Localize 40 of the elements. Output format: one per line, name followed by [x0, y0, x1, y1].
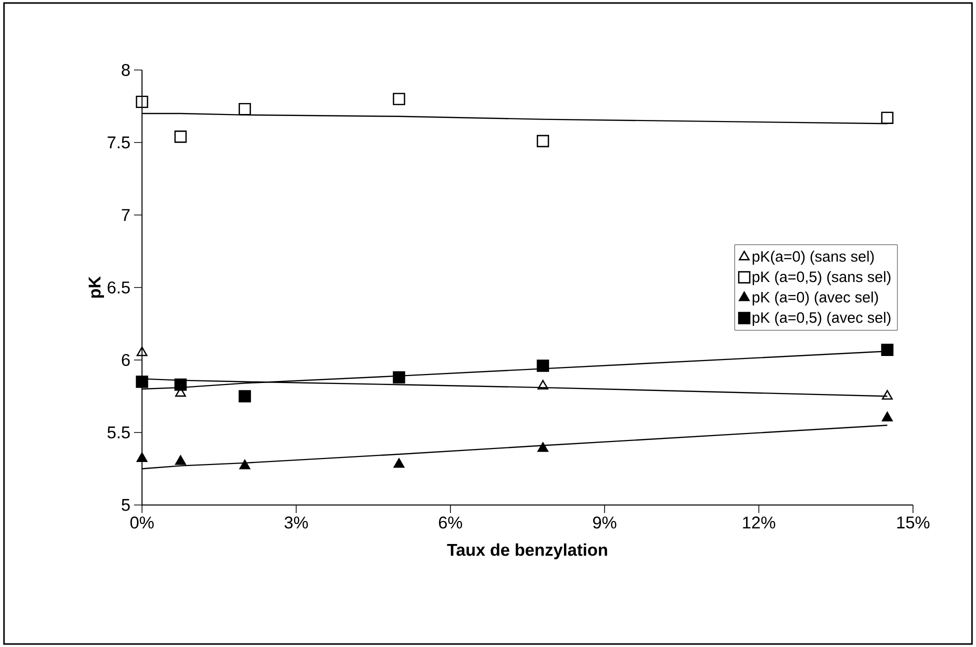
- x-axis-title: Taux de benzylation: [447, 543, 608, 560]
- point: [136, 376, 148, 388]
- point: [175, 455, 186, 465]
- legend-label: pK (a=0,5) (avec sel): [752, 312, 890, 326]
- point: [174, 130, 187, 143]
- point: [538, 442, 548, 452]
- point: [394, 458, 404, 468]
- y-tick-label: 5: [122, 499, 130, 511]
- point: [238, 102, 251, 116]
- x-tick-label: 0%: [130, 516, 154, 529]
- y-tick-label: 8: [122, 64, 130, 76]
- legend-label: pK (a=0) (avec sel): [752, 291, 878, 306]
- y-tick-label: 5.5: [108, 426, 130, 438]
- point: [882, 390, 893, 400]
- point: [136, 452, 148, 462]
- point: [392, 92, 406, 106]
- y-tick-label: 7: [122, 209, 130, 221]
- point: [174, 378, 187, 391]
- point: [882, 412, 893, 422]
- point: [136, 346, 148, 356]
- point: [238, 390, 251, 402]
- point: [239, 460, 250, 470]
- point: [536, 134, 550, 148]
- point: [881, 112, 894, 124]
- x-tick-label: 3%: [284, 516, 308, 529]
- x-tick-label: 6%: [438, 516, 462, 529]
- x-tick-label: 9%: [593, 516, 616, 529]
- point: [538, 380, 548, 390]
- point: [136, 96, 148, 108]
- y-tick-label: 6.5: [108, 281, 130, 294]
- y-axis-title: pK: [88, 276, 104, 298]
- point: [536, 360, 550, 372]
- legend-label: pK (a=0,5) (sans sel): [752, 271, 890, 286]
- point: [392, 371, 406, 384]
- legend-label: pK(a=0) (sans sel): [752, 250, 874, 265]
- point: [881, 344, 894, 356]
- x-tick-label: 12%: [743, 516, 776, 528]
- y-tick-label: 7.5: [108, 136, 130, 148]
- y-tick-label: 6: [122, 354, 130, 366]
- x-tick-label: 15%: [897, 516, 930, 528]
